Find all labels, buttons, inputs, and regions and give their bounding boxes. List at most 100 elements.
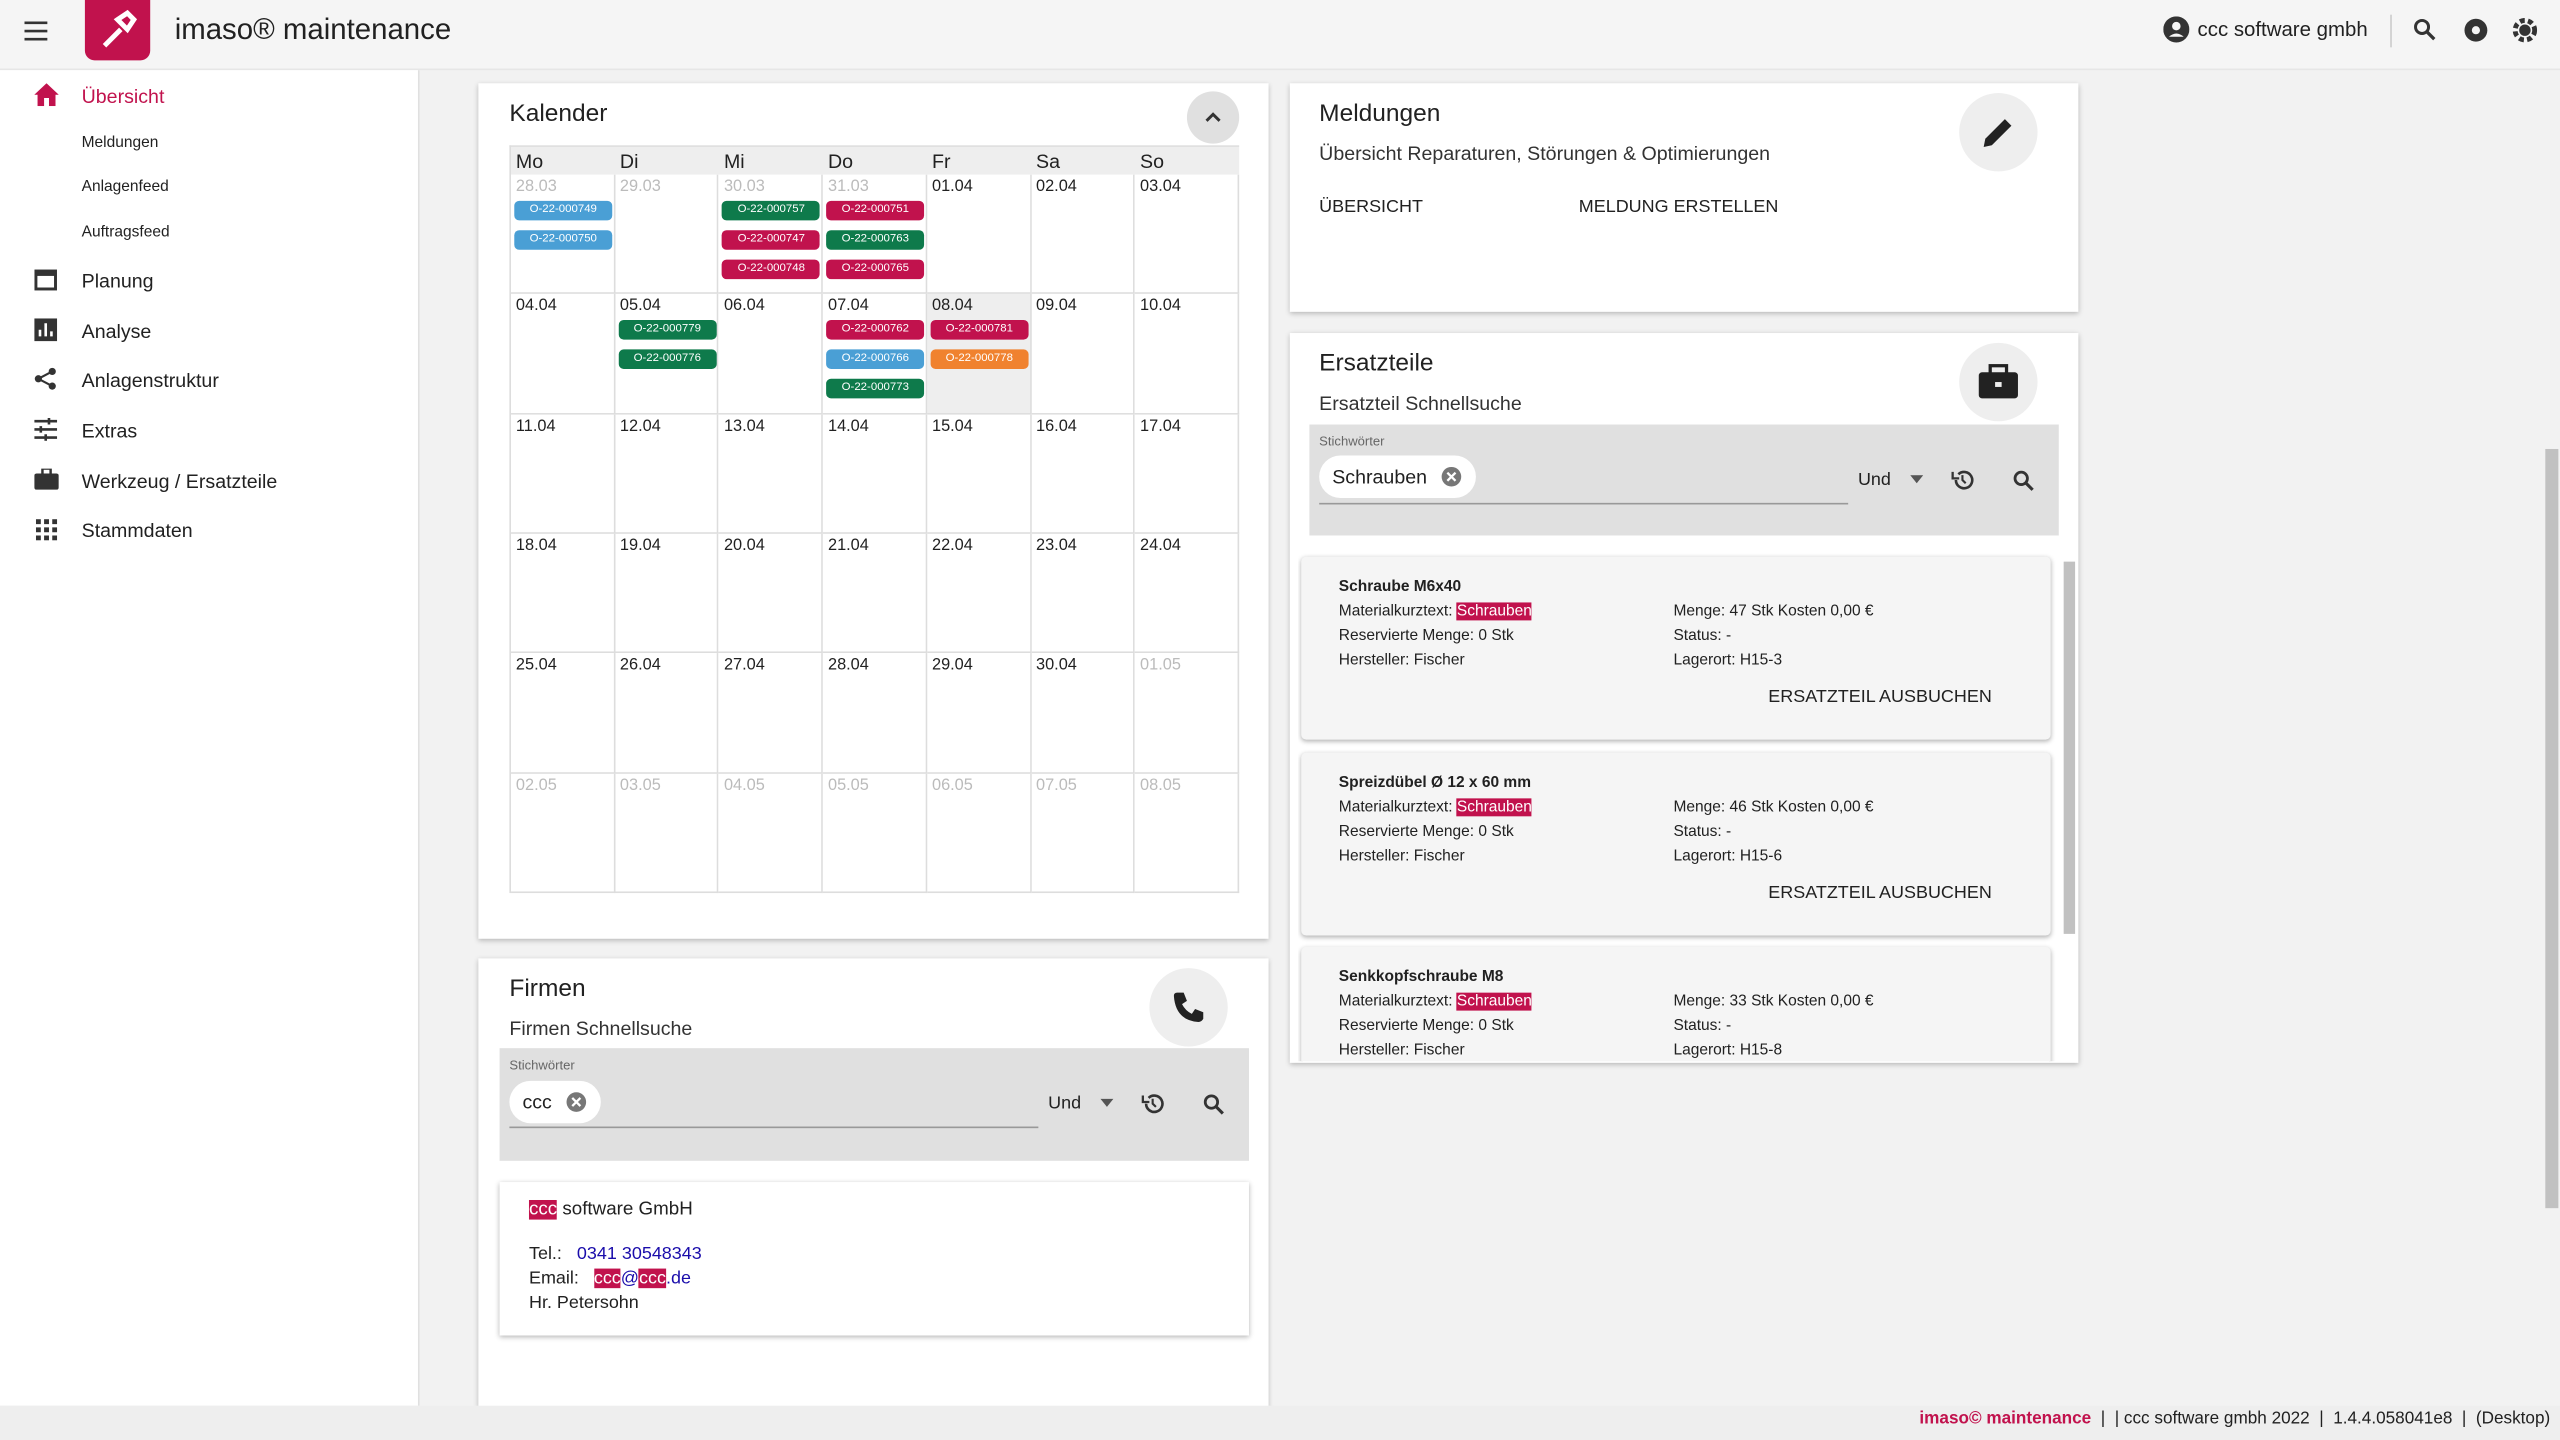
search-chip[interactable]: ccc (509, 1080, 601, 1124)
day-cell[interactable]: 03.05 (615, 773, 720, 894)
day-cell[interactable]: 01.04 (927, 174, 1032, 295)
page-scrollbar (2545, 448, 2559, 1209)
day-cell[interactable]: 14.04 (823, 414, 928, 534)
aperture-icon[interactable] (2464, 18, 2488, 42)
nav-subitem[interactable]: Auftragsfeed (81, 223, 170, 242)
day-cell[interactable]: 20.04 (719, 533, 824, 654)
menu-icon[interactable] (23, 18, 49, 44)
event-chip[interactable]: O-22-000762 (826, 320, 925, 341)
day-cell[interactable]: 07.04 O-22-000762 O-22-000766 O-22-000773 (823, 294, 928, 415)
day-cell[interactable]: 03.04 (1135, 174, 1240, 295)
nav-item[interactable]: Anlagenstruktur (81, 368, 219, 392)
event-chip[interactable]: O-22-000778 (930, 349, 1029, 370)
briefcase-button[interactable] (1959, 342, 2038, 422)
day-cell[interactable]: 09.04 (1031, 294, 1136, 415)
tel-link[interactable]: 0341 30548343 (576, 1244, 702, 1264)
day-cell[interactable]: 08.05 (1135, 773, 1240, 894)
history-icon[interactable] (1951, 469, 1974, 492)
day-cell[interactable]: 30.03 O-22-000757 O-22-000747 O-22-000748 (719, 174, 824, 295)
event-chip[interactable]: O-22-000757 (722, 200, 821, 221)
company-email: Email: ccc@ccc.de (529, 1268, 691, 1289)
history-icon[interactable] (1141, 1092, 1164, 1115)
day-cell[interactable]: 05.05 (823, 773, 928, 894)
collapse-button[interactable] (1186, 91, 1240, 144)
event-chip[interactable]: O-22-000766 (826, 349, 925, 370)
day-cell[interactable]: 12.04 (615, 414, 720, 534)
search-icon[interactable] (2013, 470, 2034, 491)
event-chip[interactable]: O-22-000747 (722, 230, 821, 250)
nav-item[interactable]: Extras (81, 419, 138, 443)
day-cell[interactable]: 16.04 (1031, 414, 1136, 534)
account-icon[interactable] (2163, 16, 2190, 43)
day-cell[interactable]: 05.04 O-22-000779 O-22-000776 (615, 294, 720, 415)
footer-text: imaso© maintenance | | ccc software gmbh… (1919, 1407, 2550, 1430)
dropdown-icon[interactable] (1100, 1098, 1114, 1109)
nav-item[interactable]: Planung (81, 269, 154, 293)
day-cell[interactable]: 04.05 (719, 773, 824, 894)
event-chip[interactable]: O-22-000748 (722, 259, 821, 280)
day-cell[interactable]: 01.05 (1135, 653, 1240, 774)
event-chip[interactable]: O-22-000779 (618, 320, 717, 341)
event-chip[interactable]: O-22-000750 (514, 230, 613, 250)
day-cell[interactable]: 22.04 (927, 533, 1032, 654)
event-chip[interactable]: O-22-000781 (930, 320, 1029, 341)
label: Tel.: (528, 1244, 562, 1264)
day-cell[interactable]: 29.03 (615, 174, 720, 295)
day-cell[interactable]: 27.04 (719, 653, 824, 774)
nav-item[interactable]: Stammdaten (81, 519, 193, 543)
day-cell[interactable]: 19.04 (615, 533, 720, 654)
day-cell[interactable]: 07.05 (1031, 773, 1136, 894)
day-cell[interactable]: 11.04 (511, 414, 616, 534)
event-chip[interactable]: O-22-000773 (826, 379, 925, 399)
event-chip[interactable]: O-22-000776 (618, 349, 717, 370)
action-button[interactable]: ERSATZTEIL AUSBUCHEN (1768, 882, 1992, 903)
day-date: 14.04 (827, 417, 869, 436)
email-link[interactable]: ccc@ccc.de (593, 1268, 691, 1289)
search-chip[interactable]: Schrauben (1319, 455, 1476, 498)
day-cell[interactable]: 06.05 (927, 773, 1032, 894)
user-name[interactable]: ccc software gmbh (2197, 17, 2368, 41)
day-cell[interactable]: 29.04 (927, 653, 1032, 774)
operator-select[interactable]: Und (1857, 470, 1891, 490)
logo[interactable] (84, 0, 151, 61)
action-button[interactable]: ERSATZTEIL AUSBUCHEN (1768, 687, 1992, 707)
nav-item[interactable]: Werkzeug / Ersatzteile (81, 470, 278, 494)
day-cell[interactable]: 10.04 (1135, 294, 1240, 415)
day-cell[interactable]: 06.04 (719, 294, 824, 415)
operator-select[interactable]: Und (1048, 1093, 1082, 1114)
event-chip[interactable]: O-22-000749 (514, 200, 613, 221)
action-button[interactable]: ÜBERSICHT (1319, 197, 1423, 218)
day-cell[interactable]: 25.04 (511, 653, 616, 774)
event-chip[interactable]: O-22-000765 (826, 259, 925, 280)
day-cell[interactable]: 17.04 (1135, 414, 1240, 534)
day-cell[interactable]: 24.04 (1135, 533, 1240, 654)
day-cell[interactable]: 28.04 (823, 653, 928, 774)
day-cell[interactable]: 13.04 (719, 414, 824, 534)
nav-subitem[interactable]: Anlagenfeed (81, 177, 169, 196)
dropdown-icon[interactable] (1910, 475, 1924, 485)
nav-item[interactable]: Übersicht (81, 84, 165, 108)
day-cell[interactable]: 15.04 (927, 414, 1032, 534)
graphic (1978, 364, 2018, 399)
day-cell[interactable]: 26.04 (615, 653, 720, 774)
day-cell[interactable]: 04.04 (511, 294, 616, 415)
event-chip[interactable]: O-22-000763 (826, 230, 925, 250)
edit-button[interactable] (1959, 93, 2038, 172)
day-cell[interactable]: 02.05 (511, 773, 616, 894)
event-chip[interactable]: O-22-000751 (826, 200, 925, 221)
day-cell[interactable]: 08.04 O-22-000781 O-22-000778 (927, 294, 1032, 415)
search-icon[interactable] (1203, 1094, 1224, 1115)
action-button[interactable]: MELDUNG ERSTELLEN (1578, 197, 1779, 218)
day-cell[interactable]: 28.03 O-22-000749 O-22-000750 (511, 174, 616, 295)
nav-item[interactable]: Analyse (81, 319, 152, 343)
day-cell[interactable]: 31.03 O-22-000751 O-22-000763 O-22-000765 (823, 174, 928, 295)
day-cell[interactable]: 23.04 (1031, 533, 1136, 654)
day-cell[interactable]: 21.04 (823, 533, 928, 654)
day-cell[interactable]: 30.04 (1031, 653, 1136, 774)
phone-button[interactable] (1149, 968, 1228, 1047)
day-cell[interactable]: 18.04 (511, 533, 616, 654)
day-cell[interactable]: 02.04 (1031, 174, 1136, 295)
search-icon[interactable] (2413, 18, 2436, 41)
settings-icon[interactable] (2512, 17, 2538, 43)
nav-subitem[interactable]: Meldungen (81, 133, 159, 152)
